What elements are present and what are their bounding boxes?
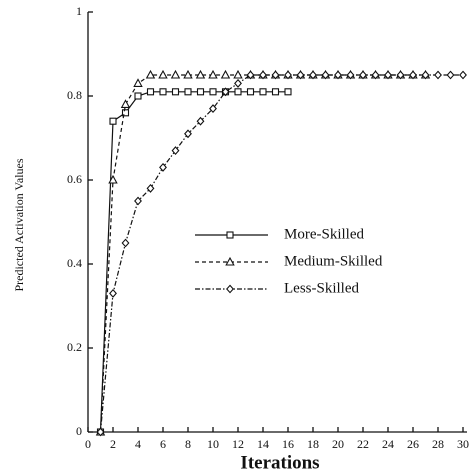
data-point: [446, 70, 455, 80]
x-tick-label: 20: [332, 437, 344, 451]
data-point: [183, 69, 193, 79]
y-tick-label: 0.6: [67, 172, 82, 186]
data-point: [184, 88, 192, 96]
legend-label: Less-Skilled: [284, 280, 359, 296]
data-point: [259, 70, 267, 80]
series-line: [99, 74, 463, 433]
x-tick-label: 0: [85, 437, 91, 451]
x-tick-label: 10: [207, 437, 219, 451]
data-point: [146, 183, 155, 193]
y-tick-label: 0.4: [67, 256, 82, 270]
x-axis-label: Iterations: [240, 452, 319, 473]
data-point: [346, 70, 355, 80]
data-point: [195, 69, 206, 79]
data-point: [409, 70, 417, 80]
x-tick-label: 26: [407, 437, 419, 451]
data-point: [134, 196, 142, 206]
x-tick-label: 12: [232, 437, 244, 451]
legend-marker: [226, 231, 234, 239]
data-point: [396, 70, 405, 80]
data-point: [246, 70, 255, 80]
data-point: [284, 88, 292, 96]
data-point: [334, 70, 342, 80]
x-tick-label: 22: [357, 437, 369, 451]
data-point: [284, 70, 292, 80]
x-tick-label: 28: [432, 437, 444, 451]
data-point: [359, 70, 367, 80]
legend-marker: [226, 284, 234, 294]
data-point: [209, 104, 217, 114]
data-point: [421, 70, 430, 80]
data-point: [159, 162, 167, 172]
y-axis-label: Predicted Activation Values: [12, 158, 26, 291]
data-point: [259, 88, 267, 96]
data-point: [120, 99, 131, 108]
data-point: [234, 78, 242, 88]
data-point: [159, 88, 167, 96]
data-point: [184, 129, 192, 139]
data-point: [234, 88, 242, 96]
x-tick-label: 4: [135, 437, 141, 451]
x-tick-label: 16: [282, 437, 294, 451]
y-tick-label: 0: [76, 424, 82, 438]
y-tick-label: 0.8: [67, 88, 82, 102]
x-tick-label: 8: [185, 437, 191, 451]
x-tick-label: 18: [307, 437, 319, 451]
data-point: [170, 69, 181, 79]
series-line: [99, 91, 288, 433]
x-tick-label: 24: [382, 437, 394, 451]
data-point: [196, 116, 205, 126]
x-tick-label: 2: [110, 437, 116, 451]
data-point: [109, 117, 117, 125]
data-point: [371, 70, 380, 80]
data-point: [271, 70, 280, 80]
data-point: [145, 69, 156, 79]
data-point: [108, 174, 118, 184]
data-point: [171, 146, 180, 156]
data-point: [171, 88, 180, 96]
data-point: [296, 70, 305, 80]
legend-marker: [225, 256, 235, 266]
data-point: [121, 109, 130, 117]
data-point: [121, 238, 130, 248]
data-point: [221, 87, 230, 97]
data-point: [321, 70, 330, 80]
data-point: [109, 288, 117, 298]
data-point: [196, 88, 205, 96]
data-point: [208, 69, 218, 79]
data-point: [384, 70, 392, 80]
x-tick-label: 6: [160, 437, 166, 451]
data-point: [434, 70, 442, 80]
data-point: [271, 88, 280, 96]
data-point: [233, 69, 243, 79]
data-point: [459, 70, 467, 80]
x-tick-label: 30: [457, 437, 469, 451]
data-point: [309, 70, 317, 80]
data-point: [96, 427, 105, 437]
data-point: [133, 78, 143, 87]
y-tick-label: 0.2: [67, 340, 82, 354]
data-point: [158, 69, 168, 79]
x-tick-label: 14: [257, 437, 269, 451]
data-point: [146, 88, 155, 96]
data-point: [246, 88, 255, 96]
data-point: [209, 88, 217, 96]
y-tick-label: 1: [76, 4, 82, 18]
data-point: [220, 69, 231, 79]
legend-label: More-Skilled: [284, 226, 364, 242]
data-point: [134, 92, 142, 100]
legend-label: Medium-Skilled: [284, 253, 383, 269]
